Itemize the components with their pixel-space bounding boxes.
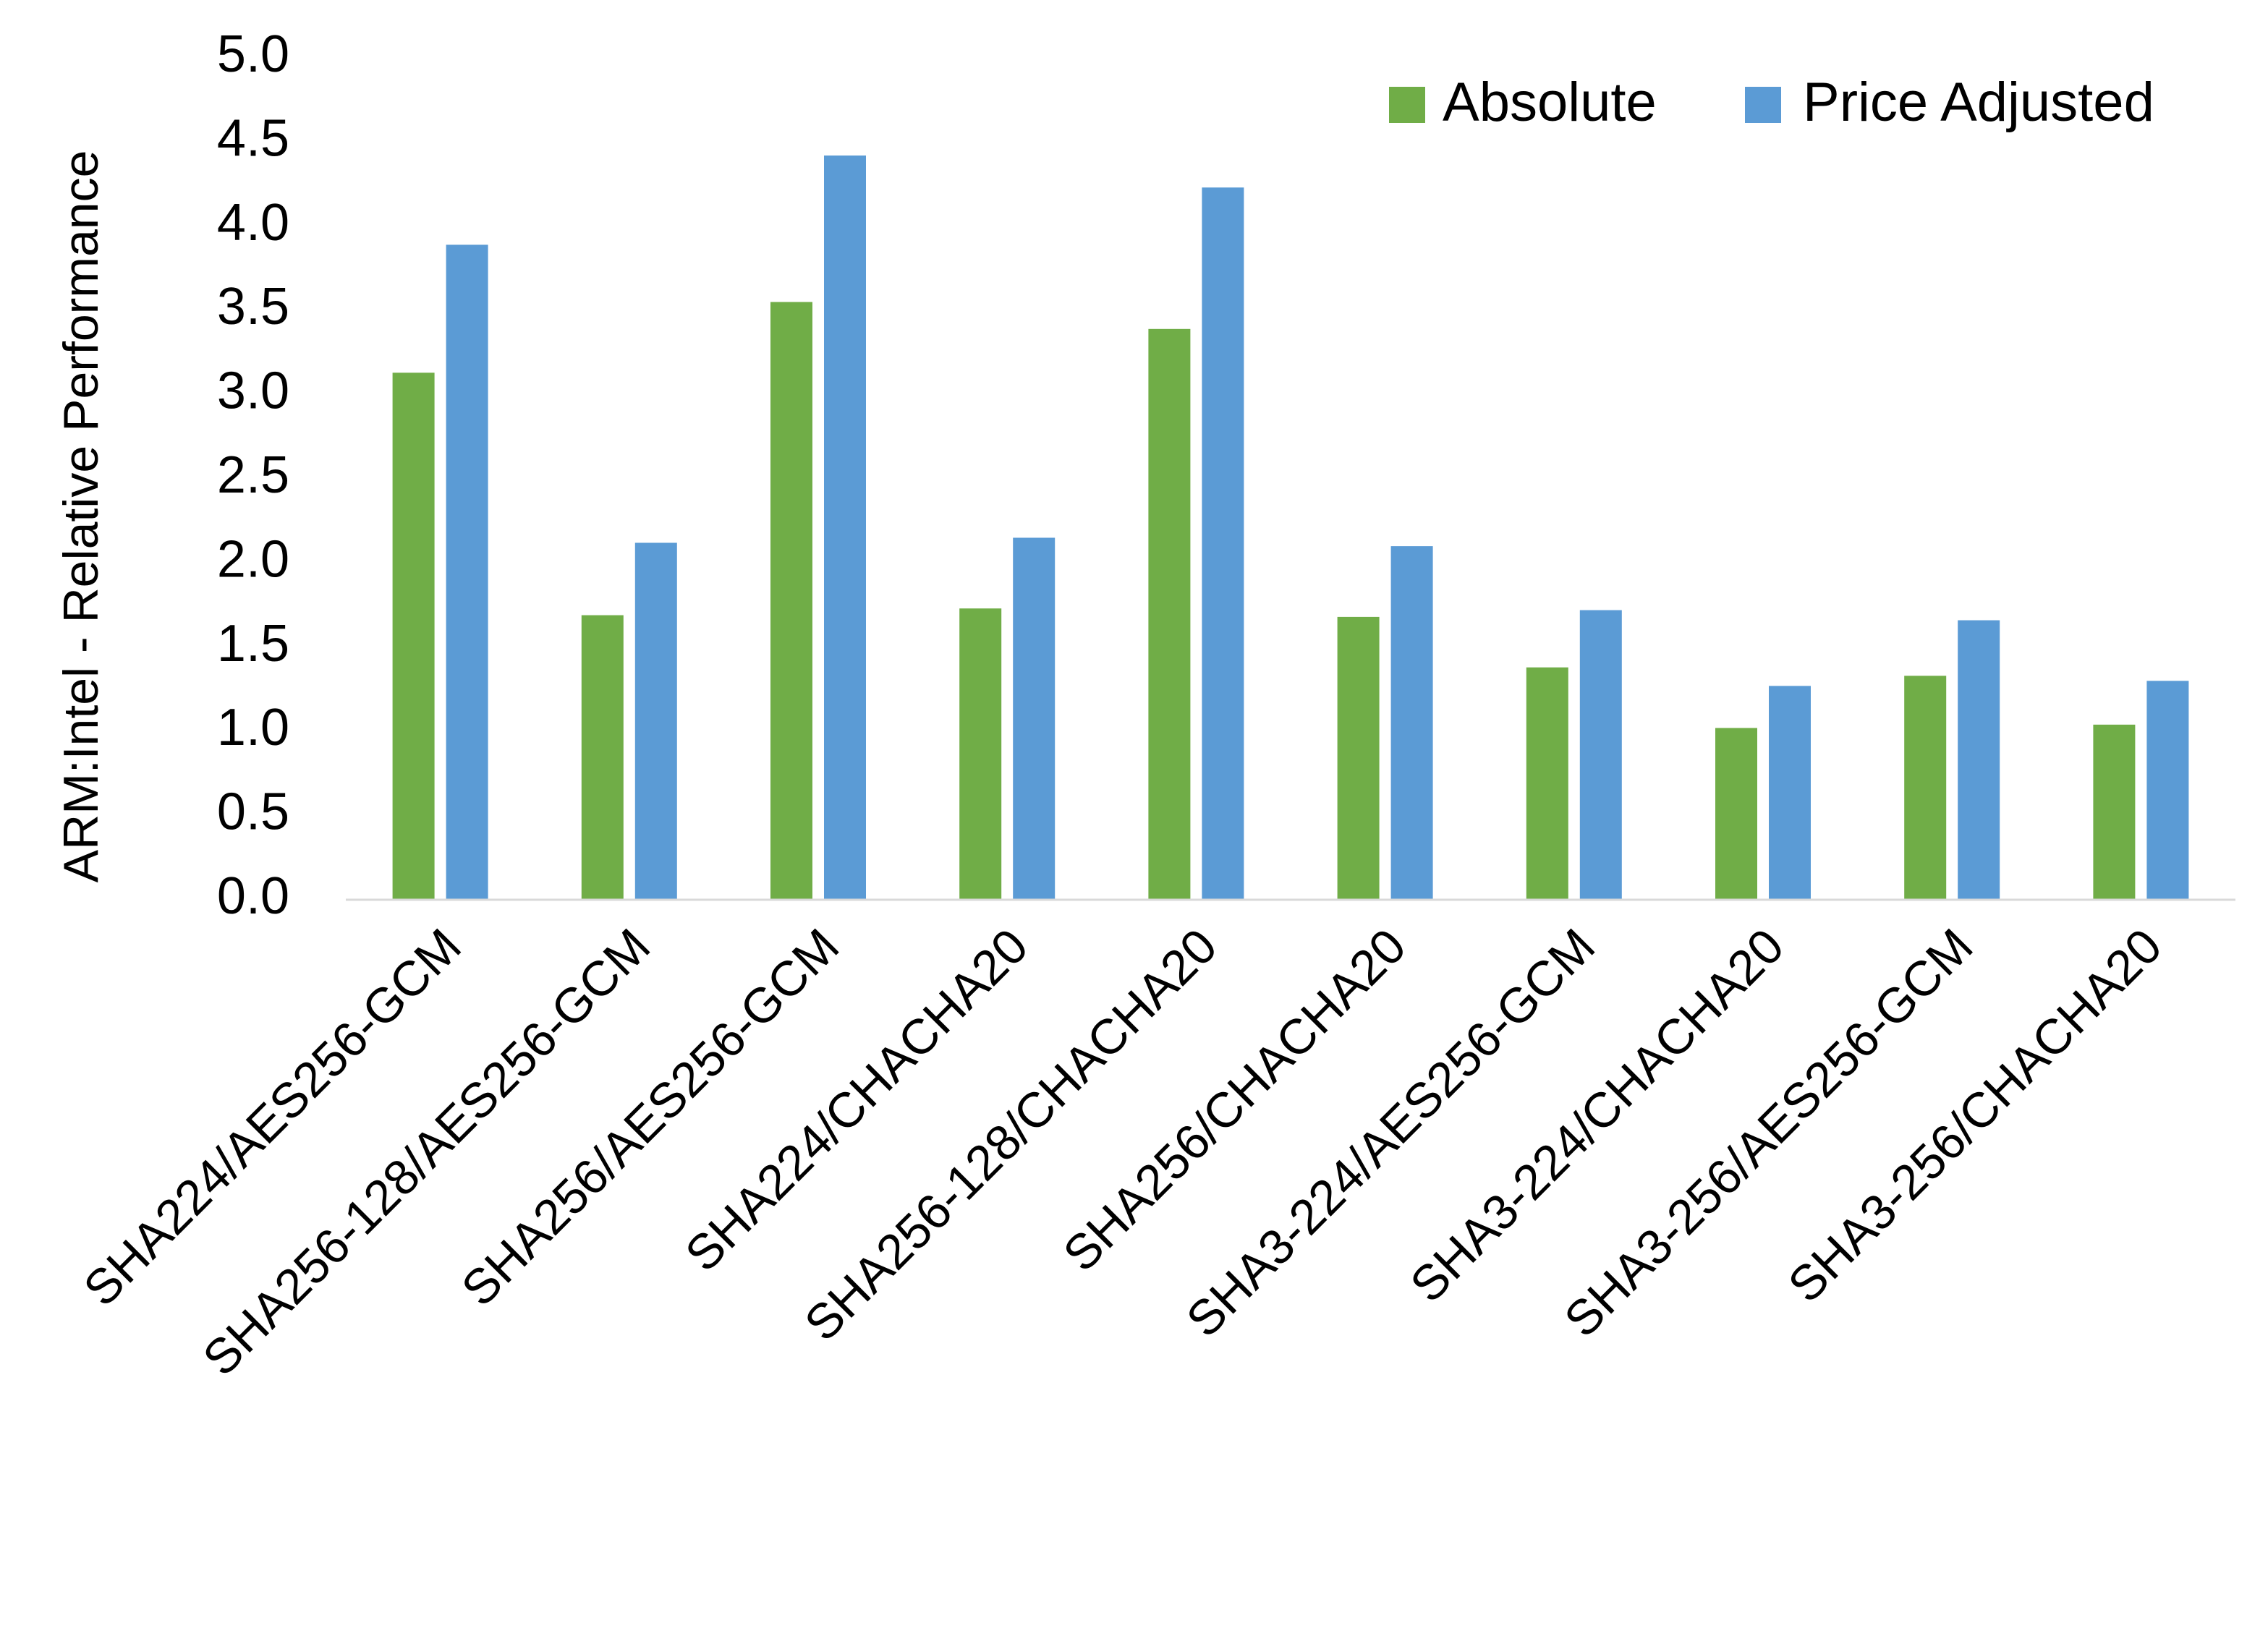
y-tick-label: 4.5 <box>217 109 289 167</box>
y-tick-label: 1.0 <box>217 699 289 757</box>
bar <box>1904 676 1947 900</box>
legend-swatch <box>1389 87 1425 123</box>
y-tick-label: 3.0 <box>217 362 289 420</box>
bar <box>2146 681 2189 900</box>
bar <box>1958 620 2000 900</box>
bar <box>446 244 488 900</box>
bar <box>392 372 435 900</box>
bar <box>1337 616 1380 900</box>
bar <box>1148 328 1191 900</box>
x-tick-label: SHA3-224/CHACHA20 <box>1400 919 1794 1313</box>
legend-swatch <box>1745 87 1781 123</box>
bar <box>1013 537 1056 900</box>
y-tick-label: 2.0 <box>217 530 289 588</box>
x-tick-label: SHA224/AES256-GCM <box>73 919 472 1317</box>
legend-label: Price Adjusted <box>1803 72 2154 133</box>
bar <box>1769 686 1811 900</box>
y-tick-label: 5.0 <box>217 25 289 83</box>
bar <box>1579 610 1622 900</box>
bar <box>824 156 866 900</box>
legend-label: Absolute <box>1443 72 1657 133</box>
bar <box>1390 546 1433 900</box>
y-tick-label: 0.5 <box>217 783 289 841</box>
y-tick-label: 1.5 <box>217 615 289 673</box>
bar <box>2093 724 2136 900</box>
bar <box>581 615 624 900</box>
bar <box>959 608 1002 900</box>
x-tick-label: SHA3-256/CHACHA20 <box>1778 919 2172 1313</box>
y-tick-label: 0.0 <box>217 867 289 925</box>
y-axis-title: ARM:Intel - Relative Performance <box>54 150 109 883</box>
bar <box>1202 187 1244 900</box>
x-tick-label: SHA224/CHACHA20 <box>675 919 1039 1282</box>
bar <box>1526 667 1568 900</box>
bar <box>770 302 812 900</box>
x-tick-label: SHA256/CHACHA20 <box>1053 919 1417 1282</box>
y-tick-label: 2.5 <box>217 446 289 504</box>
y-tick-label: 4.0 <box>217 194 289 252</box>
y-tick-label: 3.5 <box>217 278 289 336</box>
bar <box>634 542 677 900</box>
bar <box>1715 728 1757 900</box>
x-tick-label: SHA256/AES256-GCM <box>451 919 849 1317</box>
